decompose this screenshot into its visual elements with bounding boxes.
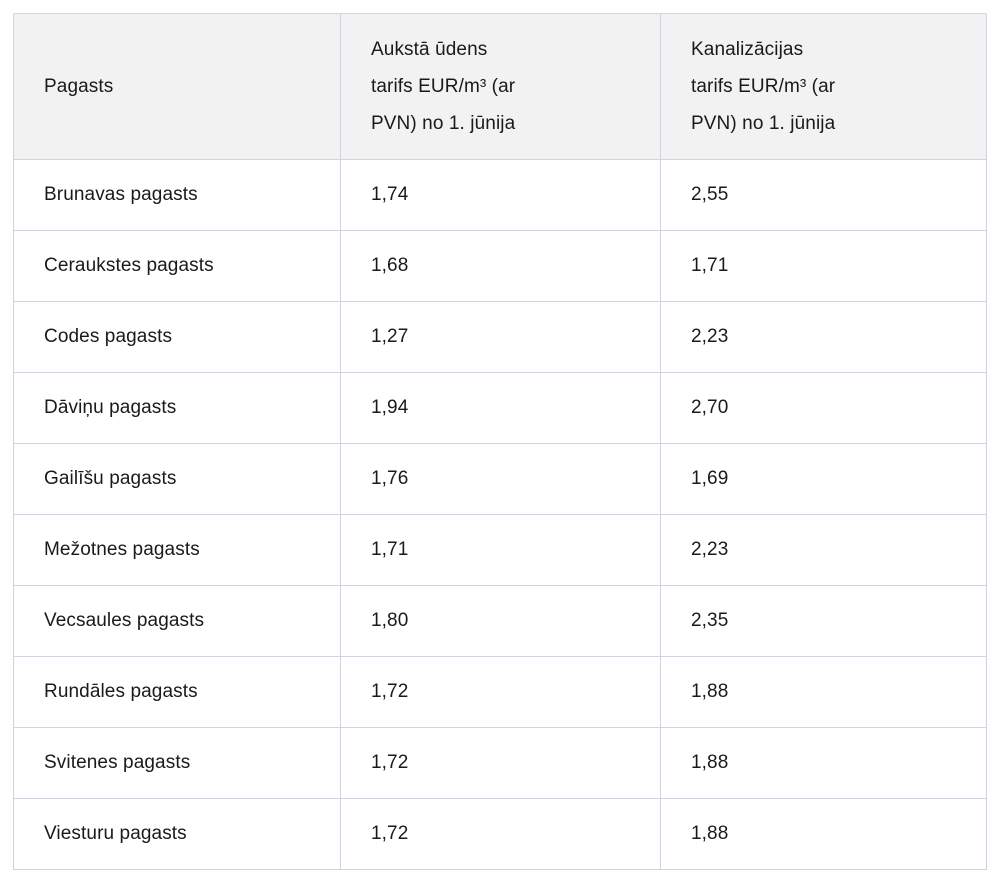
table-row: Brunavas pagasts 1,74 2,55	[13, 159, 987, 231]
water-tariff-cell: 1,68	[340, 230, 661, 302]
header-line: PVN) no 1. jūnija	[691, 113, 836, 134]
pagasts-cell: Rundāles pagasts	[13, 656, 341, 728]
sewerage-tariff-cell: 2,35	[660, 585, 987, 657]
table-row: Dāviņu pagasts 1,94 2,70	[13, 372, 987, 444]
table-row: Viesturu pagasts 1,72 1,88	[13, 798, 987, 870]
water-tariff-cell: 1,80	[340, 585, 661, 657]
sewerage-tariff-cell: 2,23	[660, 301, 987, 373]
sewerage-tariff-cell: 2,23	[660, 514, 987, 586]
pagasts-cell: Viesturu pagasts	[13, 798, 341, 870]
sewerage-tariff-cell: 1,69	[660, 443, 987, 515]
sewerage-tariff-cell: 2,70	[660, 372, 987, 444]
header-line: Pagasts	[44, 76, 114, 97]
table-row: Rundāles pagasts 1,72 1,88	[13, 656, 987, 728]
header-line: PVN) no 1. jūnija	[371, 113, 516, 134]
water-tariff-cell: 1,94	[340, 372, 661, 444]
table-header-row: Pagasts Aukstā ūdens tarifs EUR/m³ (ar P…	[13, 13, 987, 160]
water-tariff-cell: 1,74	[340, 159, 661, 231]
table-row: Svitenes pagasts 1,72 1,88	[13, 727, 987, 799]
column-header-pagasts: Pagasts	[13, 13, 341, 160]
header-line: tarifs EUR/m³ (ar	[691, 76, 836, 97]
pagasts-cell: Codes pagasts	[13, 301, 341, 373]
table-row: Mežotnes pagasts 1,71 2,23	[13, 514, 987, 586]
column-header-sewerage-tariff: Kanalizācijas tarifs EUR/m³ (ar PVN) no …	[660, 13, 987, 160]
sewerage-tariff-cell: 1,88	[660, 656, 987, 728]
pagasts-cell: Mežotnes pagasts	[13, 514, 341, 586]
table-row: Gailīšu pagasts 1,76 1,69	[13, 443, 987, 515]
pagasts-cell: Ceraukstes pagasts	[13, 230, 341, 302]
water-tariff-cell: 1,71	[340, 514, 661, 586]
water-tariff-cell: 1,72	[340, 656, 661, 728]
header-line: Aukstā ūdens	[371, 39, 488, 60]
water-tariff-cell: 1,72	[340, 727, 661, 799]
sewerage-tariff-cell: 1,71	[660, 230, 987, 302]
water-tariff-cell: 1,76	[340, 443, 661, 515]
pagasts-cell: Svitenes pagasts	[13, 727, 341, 799]
table-row: Codes pagasts 1,27 2,23	[13, 301, 987, 373]
table-row: Vecsaules pagasts 1,80 2,35	[13, 585, 987, 657]
water-tariff-cell: 1,27	[340, 301, 661, 373]
pagasts-cell: Vecsaules pagasts	[13, 585, 341, 657]
pagasts-cell: Dāviņu pagasts	[13, 372, 341, 444]
sewerage-tariff-cell: 1,88	[660, 798, 987, 870]
table-row: Ceraukstes pagasts 1,68 1,71	[13, 230, 987, 302]
tariff-table: Pagasts Aukstā ūdens tarifs EUR/m³ (ar P…	[13, 13, 987, 870]
sewerage-tariff-cell: 1,88	[660, 727, 987, 799]
water-tariff-cell: 1,72	[340, 798, 661, 870]
pagasts-cell: Brunavas pagasts	[13, 159, 341, 231]
column-header-water-tariff: Aukstā ūdens tarifs EUR/m³ (ar PVN) no 1…	[340, 13, 661, 160]
header-line: Kanalizācijas	[691, 39, 804, 60]
header-line: tarifs EUR/m³ (ar	[371, 76, 516, 97]
sewerage-tariff-cell: 2,55	[660, 159, 987, 231]
pagasts-cell: Gailīšu pagasts	[13, 443, 341, 515]
